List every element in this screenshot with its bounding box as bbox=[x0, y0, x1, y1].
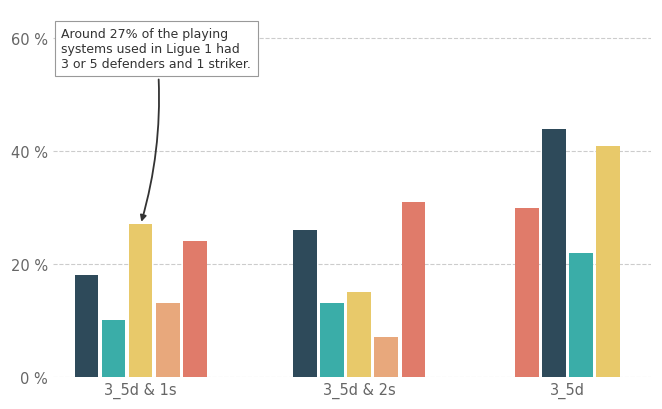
Bar bbox=[101, 321, 125, 377]
Bar bbox=[542, 129, 566, 377]
Bar bbox=[183, 242, 207, 377]
Bar bbox=[128, 225, 152, 377]
Bar bbox=[348, 292, 371, 377]
Bar bbox=[402, 202, 426, 377]
Bar bbox=[293, 231, 317, 377]
Text: Around 27% of the playing
systems used in Ligue 1 had
3 or 5 defenders and 1 str: Around 27% of the playing systems used i… bbox=[62, 28, 252, 220]
Bar bbox=[156, 304, 179, 377]
Bar bbox=[515, 208, 539, 377]
Bar bbox=[596, 146, 620, 377]
Bar bbox=[375, 337, 399, 377]
Bar bbox=[75, 276, 99, 377]
Bar bbox=[569, 253, 593, 377]
Bar bbox=[320, 304, 344, 377]
